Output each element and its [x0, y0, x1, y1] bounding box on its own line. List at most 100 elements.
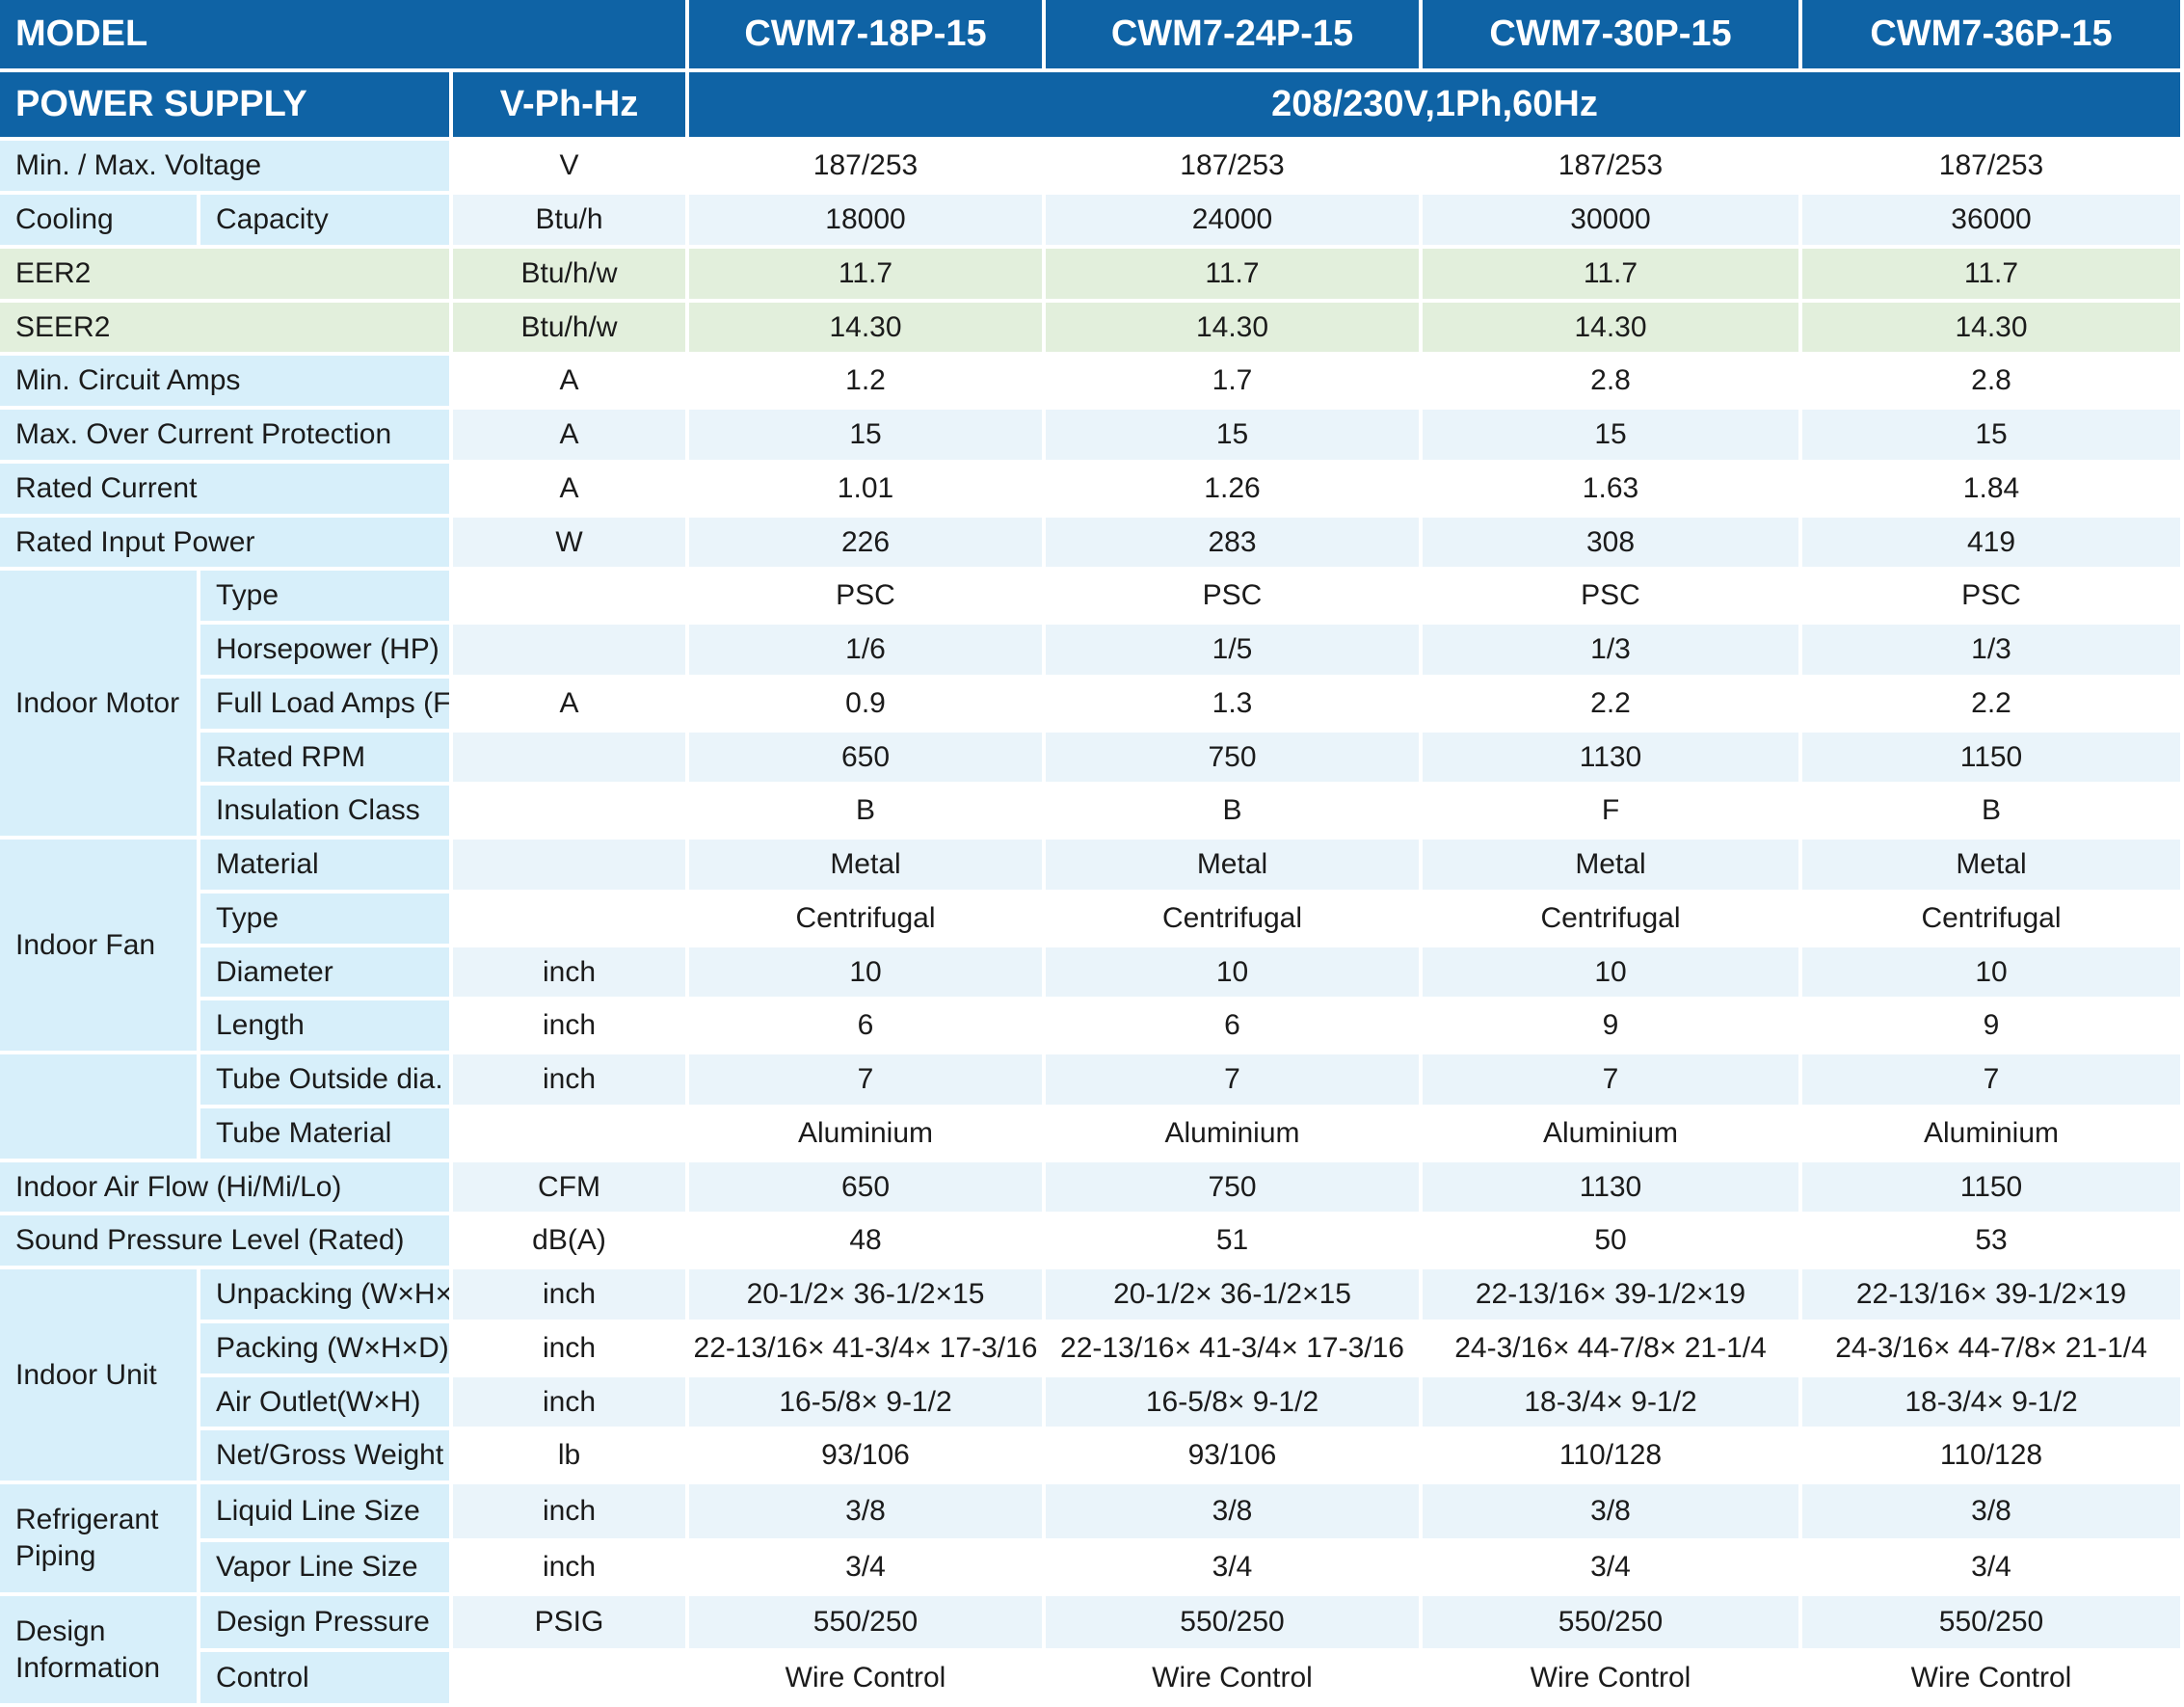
row-unit — [453, 625, 685, 675]
row-value: 16-5/8× 9-1/2 — [689, 1377, 1042, 1427]
row-unit: inch — [453, 1377, 685, 1427]
row-value: Wire Control — [1802, 1652, 2180, 1703]
row-label: Tube Outside dia. — [200, 1054, 449, 1105]
row-value: 22-13/16× 41-3/4× 17-3/16 — [689, 1323, 1042, 1374]
row-value: 11.7 — [1802, 249, 2180, 299]
row-value: 1.63 — [1423, 464, 1798, 514]
row-value: 226 — [689, 518, 1042, 567]
row-label: Min. Circuit Amps — [0, 356, 449, 406]
row-unit — [453, 571, 685, 621]
row-unit: inch — [453, 1542, 685, 1592]
row-value: Aluminium — [1423, 1108, 1798, 1159]
row-value: 24-3/16× 44-7/8× 21-1/4 — [1802, 1323, 2180, 1374]
group-label: Refrigerant Piping — [0, 1484, 197, 1592]
row-value: 419 — [1802, 518, 2180, 567]
row-value: Metal — [1046, 840, 1419, 890]
row-unit: Btu/h/w — [453, 303, 685, 352]
row-unit — [453, 894, 685, 944]
row-unit — [453, 840, 685, 890]
row-value: 1130 — [1423, 733, 1798, 782]
row-value: 18-3/4× 9-1/2 — [1802, 1377, 2180, 1427]
row-label: Design Pressure — [200, 1596, 449, 1648]
row-label: Rated RPM — [200, 733, 449, 782]
row-value: 7 — [1423, 1054, 1798, 1105]
row-label: Full Load Amps (FLA) — [200, 679, 449, 729]
row-value: 3/4 — [1046, 1542, 1419, 1592]
row-label: Min. / Max. Voltage — [0, 141, 449, 191]
row-value: 187/253 — [1423, 141, 1798, 191]
row-label: Insulation Class — [200, 786, 449, 836]
row-value: 15 — [1423, 410, 1798, 460]
row-value: 51 — [1046, 1215, 1419, 1266]
row-value: 2.2 — [1802, 679, 2180, 729]
row-label: Horsepower (HP) — [200, 625, 449, 675]
model-name: CWM7-36P-15 — [1802, 0, 2180, 68]
row-value: Centrifugal — [1802, 894, 2180, 944]
row-value: 9 — [1423, 1000, 1798, 1051]
row-value: 3/4 — [1802, 1542, 2180, 1592]
row-value: 550/250 — [1423, 1596, 1798, 1648]
row-value: B — [689, 786, 1042, 836]
row-value: 36000 — [1802, 195, 2180, 245]
row-value: 283 — [1046, 518, 1419, 567]
row-value: 1/3 — [1423, 625, 1798, 675]
row-value: 20-1/2× 36-1/2×15 — [689, 1269, 1042, 1320]
row-label: Liquid Line Size — [200, 1484, 449, 1538]
row-value: 14.30 — [689, 303, 1042, 352]
row-label: Tube Material — [200, 1108, 449, 1159]
row-unit: lb — [453, 1430, 685, 1480]
row-label: SEER2 — [0, 303, 449, 352]
row-unit: inch — [453, 1054, 685, 1105]
power-supply-unit: V-Ph-Hz — [453, 72, 685, 137]
model-label: MODEL — [0, 0, 685, 68]
model-name: CWM7-24P-15 — [1046, 0, 1419, 68]
row-unit: Btu/h — [453, 195, 685, 245]
row-value: 1.3 — [1046, 679, 1419, 729]
row-value: 3/4 — [1423, 1542, 1798, 1592]
row-unit — [453, 733, 685, 782]
row-unit: inch — [453, 1323, 685, 1374]
row-value: 1/6 — [689, 625, 1042, 675]
row-value: 18-3/4× 9-1/2 — [1423, 1377, 1798, 1427]
row-value: 11.7 — [689, 249, 1042, 299]
row-value: Metal — [689, 840, 1042, 890]
row-value: 550/250 — [689, 1596, 1042, 1648]
row-value: 110/128 — [1802, 1430, 2180, 1480]
row-value: 7 — [1802, 1054, 2180, 1105]
power-supply-label: POWER SUPPLY — [0, 72, 449, 137]
row-value: Metal — [1423, 840, 1798, 890]
row-value: 11.7 — [1423, 249, 1798, 299]
row-unit: V — [453, 141, 685, 191]
row-label: Diameter — [200, 947, 449, 997]
row-value: 1150 — [1802, 1162, 2180, 1212]
row-value: 3/4 — [689, 1542, 1042, 1592]
model-name: CWM7-18P-15 — [689, 0, 1042, 68]
row-value: Centrifugal — [689, 894, 1042, 944]
row-label: EER2 — [0, 249, 449, 299]
row-value: Aluminium — [1802, 1108, 2180, 1159]
row-value: 22-13/16× 41-3/4× 17-3/16 — [1046, 1323, 1419, 1374]
row-value: 3/8 — [1802, 1484, 2180, 1538]
row-value: B — [1046, 786, 1419, 836]
row-unit: Btu/h/w — [453, 249, 685, 299]
group-label: Cooling — [0, 195, 197, 245]
row-value: 1.84 — [1802, 464, 2180, 514]
row-label: Capacity — [200, 195, 449, 245]
row-value: Aluminium — [1046, 1108, 1419, 1159]
row-value: 1.01 — [689, 464, 1042, 514]
group-label — [0, 1054, 197, 1159]
row-unit: W — [453, 518, 685, 567]
row-value: 3/8 — [1423, 1484, 1798, 1538]
row-unit: inch — [453, 1269, 685, 1320]
row-value: 22-13/16× 39-1/2×19 — [1423, 1269, 1798, 1320]
row-value: 48 — [689, 1215, 1042, 1266]
group-label: Indoor Unit — [0, 1269, 197, 1480]
row-label: Control — [200, 1652, 449, 1703]
row-unit: A — [453, 410, 685, 460]
row-label: Indoor Air Flow (Hi/Mi/Lo) — [0, 1162, 449, 1212]
row-value: 2.2 — [1423, 679, 1798, 729]
row-value: 6 — [1046, 1000, 1419, 1051]
row-value: 93/106 — [689, 1430, 1042, 1480]
row-value: 550/250 — [1046, 1596, 1419, 1648]
row-value: 7 — [1046, 1054, 1419, 1105]
